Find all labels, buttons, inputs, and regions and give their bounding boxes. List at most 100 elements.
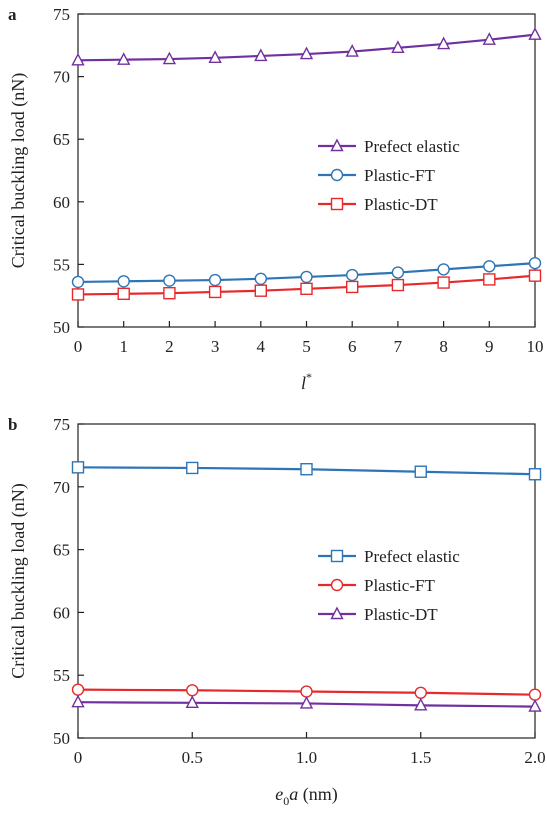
series-plastic-dt (71, 269, 542, 301)
y-tick-label: 55 (53, 255, 70, 274)
data-point (163, 274, 176, 287)
data-point (117, 287, 130, 301)
data-point (186, 684, 199, 697)
data-point (163, 286, 176, 300)
data-point (254, 272, 267, 285)
x-axis-title-unit: (nm) (298, 784, 338, 805)
data-point (436, 36, 451, 50)
x-tick-label: 2 (165, 337, 174, 356)
y-tick-label: 50 (53, 318, 70, 337)
y-tick-label: 70 (53, 478, 70, 497)
y-tick-label: 60 (53, 193, 70, 212)
series-prefect-elastic (71, 461, 542, 481)
data-point (117, 52, 131, 65)
data-point (71, 683, 85, 696)
data-point (208, 285, 222, 299)
legend-marker (330, 549, 344, 563)
data-point (483, 273, 496, 286)
legend-marker (330, 138, 344, 152)
data-point (414, 465, 427, 478)
x-axis-title-var: e (275, 784, 283, 804)
x-axis-title-var2: a (289, 784, 298, 804)
x-tick-label: 1.5 (410, 748, 431, 767)
x-tick-label: 9 (485, 337, 494, 356)
x-axis-title: e0a (nm) (275, 784, 338, 808)
legend-marker (330, 197, 344, 211)
data-point (483, 260, 496, 273)
y-tick-label: 75 (53, 415, 70, 434)
data-point (437, 276, 450, 289)
x-tick-label: 1 (119, 337, 128, 356)
x-tick-label: 0.5 (182, 748, 203, 767)
data-point (254, 284, 268, 297)
y-tick-label: 60 (53, 603, 70, 622)
x-axis-title-sub: 0 (283, 794, 289, 808)
data-point (185, 695, 199, 709)
chart-panel-b: b 50 55 60 65 70 75 0 0.5 1.0 1.5 2.0 Critical buckl… (8, 415, 546, 808)
data-point (346, 268, 359, 282)
y-tick-label: 55 (53, 666, 70, 685)
x-tick-label: 0 (74, 748, 83, 767)
x-tick-label: 6 (348, 337, 357, 356)
data-point (299, 46, 314, 60)
data-point (528, 699, 542, 712)
series-plastic-dt (71, 694, 542, 712)
legend-marker (330, 606, 344, 620)
data-point (391, 40, 405, 54)
data-point (528, 27, 542, 40)
y-tick-label: 65 (53, 130, 70, 149)
x-tick-label: 3 (211, 337, 220, 356)
data-point (528, 688, 542, 701)
x-tick-label: 5 (302, 337, 311, 356)
x-tick-label: 8 (439, 337, 448, 356)
y-tick-label: 70 (53, 68, 70, 87)
data-point (71, 52, 85, 66)
legend-entry: Prefect elastic (318, 137, 460, 156)
x-axis-title-var: l (301, 373, 306, 393)
data-point (414, 697, 428, 711)
chart-panel-a: a 50 55 60 65 70 75 0 1 2 3 4 5 6 7 8 9 10 Critical buckli… (8, 5, 544, 393)
data-point (528, 468, 542, 481)
data-point (186, 461, 199, 475)
x-tick-label: 0 (74, 337, 83, 356)
legend-label: Plastic-DT (364, 195, 438, 214)
y-axis-title: Critical buckling load (nN) (8, 73, 29, 268)
x-tick-label: 10 (527, 337, 544, 356)
data-point (346, 280, 359, 294)
data-point (71, 288, 85, 301)
data-point (300, 685, 313, 698)
x-axis-title: l* (301, 370, 312, 393)
y-axis-title: Critical buckling load (nN) (8, 483, 29, 678)
x-axis-title-sup: * (306, 370, 312, 384)
panel-letter: b (8, 415, 17, 434)
data-point (208, 50, 222, 64)
data-point (414, 686, 427, 699)
legend-entry: Plastic-FT (318, 576, 435, 595)
legend-entry: Plastic-DT (318, 195, 438, 214)
data-point (300, 270, 313, 284)
data-point (437, 263, 450, 276)
data-point (300, 282, 313, 296)
data-point (300, 463, 313, 476)
data-point (117, 275, 130, 288)
data-point (528, 269, 542, 282)
data-point (71, 461, 85, 474)
x-tick-label: 7 (394, 337, 403, 356)
x-tick-label: 1.0 (296, 748, 317, 767)
x-tick-label: 4 (257, 337, 266, 356)
legend-entry: Plastic-DT (318, 605, 438, 624)
series-plastic-ft (71, 256, 542, 289)
y-tick-label: 50 (53, 729, 70, 748)
data-point (391, 278, 405, 292)
legend-label: Plastic-FT (364, 576, 435, 595)
legend-label: Plastic-DT (364, 605, 438, 624)
data-point (71, 694, 85, 708)
legend-marker (330, 578, 344, 592)
legend-entry: Plastic-FT (318, 166, 435, 185)
legend-entry: Prefect elastic (318, 547, 460, 566)
data-point (482, 32, 496, 45)
data-point (345, 44, 359, 57)
data-point (391, 266, 405, 279)
x-tick-label: 2.0 (524, 748, 545, 767)
legend-marker (330, 168, 344, 182)
